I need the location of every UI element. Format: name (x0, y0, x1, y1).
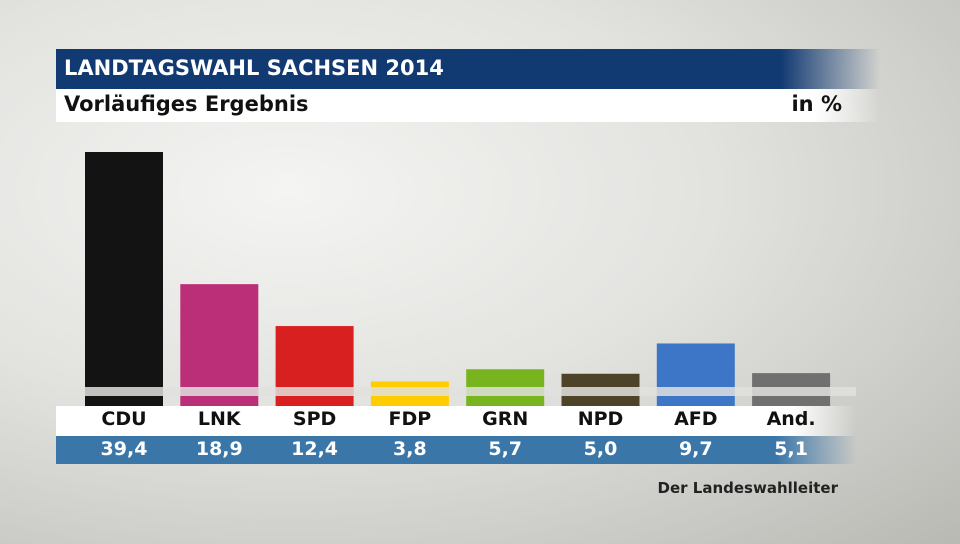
chart-title: LANDTAGSWAHL SACHSEN 2014 (64, 56, 444, 80)
category-label: SPD (292, 408, 337, 430)
category-label: And. (766, 408, 816, 430)
value-label: 5,0 (583, 438, 618, 460)
value-label: 12,4 (291, 438, 339, 460)
bar-cdu (85, 152, 163, 406)
value-label: 5,7 (488, 438, 523, 460)
category-label: NPD (577, 408, 624, 430)
value-strip (56, 436, 856, 464)
category-label: LNK (197, 408, 241, 430)
value-label: 39,4 (100, 438, 148, 460)
unit-label: in % (791, 92, 842, 116)
source-credit: Der Landeswahlleiter (657, 479, 838, 497)
value-label: 9,7 (678, 438, 713, 460)
category-label: GRN (482, 408, 529, 430)
category-strip (56, 406, 856, 436)
title-bar: LANDTAGSWAHL SACHSEN 2014 (56, 49, 880, 89)
value-label: 3,8 (393, 438, 427, 460)
category-label: FDP (388, 408, 432, 430)
bar-afd (656, 343, 735, 406)
chart-subtitle: Vorläufiges Ergebnis (64, 92, 309, 116)
subtitle-bar: Vorläufiges Ergebnis in % (56, 89, 880, 122)
category-label: AFD (674, 408, 718, 430)
value-label: 18,9 (195, 438, 243, 460)
bar-lnk (180, 284, 259, 406)
value-label: 5,1 (774, 438, 808, 460)
baseline-band (56, 387, 856, 396)
category-label: CDU (101, 408, 147, 430)
